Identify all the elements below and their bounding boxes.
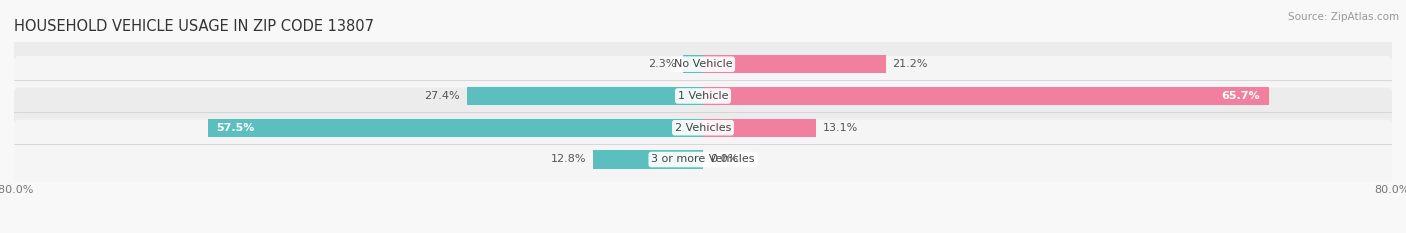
Text: 0.0%: 0.0% xyxy=(710,154,738,164)
FancyBboxPatch shape xyxy=(11,120,1395,199)
FancyBboxPatch shape xyxy=(11,56,1395,136)
Text: 1 Vehicle: 1 Vehicle xyxy=(678,91,728,101)
Text: 57.5%: 57.5% xyxy=(217,123,254,133)
Bar xyxy=(683,55,703,73)
Text: HOUSEHOLD VEHICLE USAGE IN ZIP CODE 13807: HOUSEHOLD VEHICLE USAGE IN ZIP CODE 1380… xyxy=(14,19,374,34)
FancyBboxPatch shape xyxy=(11,88,1395,168)
Bar xyxy=(703,55,886,73)
Text: 27.4%: 27.4% xyxy=(425,91,460,101)
Text: 13.1%: 13.1% xyxy=(823,123,858,133)
Text: Source: ZipAtlas.com: Source: ZipAtlas.com xyxy=(1288,12,1399,22)
Bar xyxy=(703,119,815,137)
Text: 65.7%: 65.7% xyxy=(1222,91,1260,101)
Bar xyxy=(593,150,703,169)
Text: 3 or more Vehicles: 3 or more Vehicles xyxy=(651,154,755,164)
Bar xyxy=(467,87,703,105)
Bar xyxy=(208,119,703,137)
Text: No Vehicle: No Vehicle xyxy=(673,59,733,69)
Text: 2.3%: 2.3% xyxy=(648,59,676,69)
Text: 12.8%: 12.8% xyxy=(550,154,586,164)
Text: 2 Vehicles: 2 Vehicles xyxy=(675,123,731,133)
Bar xyxy=(703,87,1268,105)
FancyBboxPatch shape xyxy=(11,24,1395,104)
Text: 21.2%: 21.2% xyxy=(893,59,928,69)
